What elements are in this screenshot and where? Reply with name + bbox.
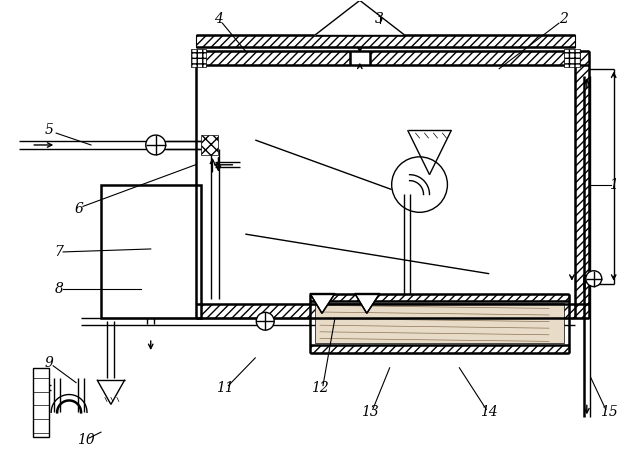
Text: 6: 6: [75, 202, 84, 216]
Text: 13: 13: [361, 405, 378, 419]
Bar: [310, 345, 569, 353]
Polygon shape: [97, 380, 125, 405]
Text: 7: 7: [55, 245, 63, 259]
Bar: [33, 368, 49, 437]
Circle shape: [256, 312, 274, 330]
Bar: [310, 293, 569, 302]
Text: 11: 11: [217, 381, 235, 395]
Bar: [315, 303, 564, 343]
Bar: [200, 135, 219, 155]
Bar: [370, 51, 589, 65]
Circle shape: [586, 271, 602, 287]
Bar: [101, 184, 200, 318]
Bar: [575, 51, 589, 318]
Text: 14: 14: [481, 405, 498, 419]
Bar: [195, 51, 350, 65]
Polygon shape: [315, 0, 404, 35]
Text: 8: 8: [55, 282, 63, 296]
Text: 9: 9: [45, 356, 54, 370]
Text: 5: 5: [45, 123, 54, 137]
Bar: [191, 49, 207, 67]
Circle shape: [392, 157, 448, 212]
Bar: [195, 35, 575, 47]
Polygon shape: [355, 293, 380, 313]
Bar: [564, 49, 580, 67]
Circle shape: [146, 135, 165, 155]
Text: 1: 1: [609, 178, 618, 192]
Text: 10: 10: [77, 433, 95, 447]
Text: 3: 3: [375, 12, 384, 26]
Text: 4: 4: [214, 12, 223, 26]
Bar: [195, 304, 589, 318]
Text: 15: 15: [600, 405, 618, 419]
Text: 2: 2: [559, 12, 568, 26]
Text: 12: 12: [311, 381, 329, 395]
Polygon shape: [310, 293, 335, 313]
